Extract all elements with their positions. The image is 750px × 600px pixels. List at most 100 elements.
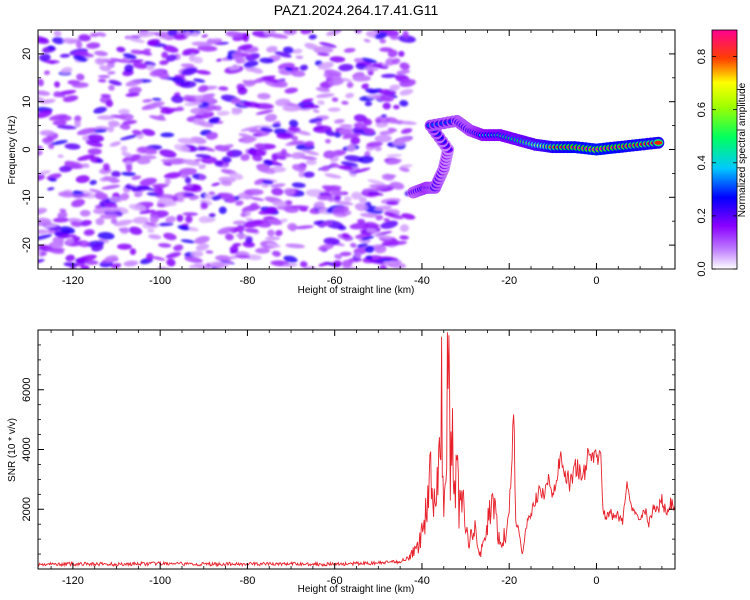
- noise-blob: [119, 192, 130, 201]
- noise-blob: [64, 143, 81, 150]
- noise-blob: [375, 214, 384, 221]
- x-tick-label: -60: [327, 575, 343, 587]
- noise-blob: [57, 211, 68, 219]
- noise-blob: [338, 63, 354, 72]
- x-tick-label: -20: [501, 275, 517, 287]
- noise-blob: [384, 211, 396, 217]
- noise-blob: [142, 99, 153, 103]
- noise-blob: [156, 203, 165, 208]
- noise-blob: [379, 130, 394, 135]
- noise-blob: [126, 37, 145, 43]
- noise-blob: [267, 218, 283, 226]
- noise-blob: [343, 47, 356, 53]
- x-tick-label: -40: [414, 275, 430, 287]
- noise-blob: [128, 203, 147, 212]
- noise-blob: [399, 224, 409, 232]
- noise-blob: [146, 252, 154, 261]
- noise-blob: [51, 140, 68, 146]
- noise-blob: [240, 153, 250, 161]
- noise-blob: [374, 230, 393, 237]
- noise-blob: [38, 217, 52, 226]
- noise-blob: [198, 164, 207, 170]
- noise-blob: [193, 78, 206, 83]
- noise-blob: [386, 158, 402, 165]
- noise-blob: [109, 197, 123, 203]
- x-tick-label: -120: [62, 275, 84, 287]
- noise-blob: [327, 78, 345, 86]
- y-tick-label: -10: [21, 189, 33, 205]
- y-tick-label: 10: [21, 96, 33, 108]
- noise-blob: [110, 263, 122, 269]
- noise-blob: [226, 152, 234, 156]
- noise-blob: [198, 216, 211, 224]
- noise-blob: [195, 243, 209, 251]
- noise-blob: [136, 158, 151, 165]
- noise-blob: [118, 113, 134, 121]
- noise-blob: [265, 236, 281, 241]
- snr-x-axis-label: Height of straight line (km): [298, 584, 415, 595]
- noise-blob: [338, 127, 355, 135]
- noise-blob: [275, 98, 291, 107]
- noise-blob: [139, 177, 157, 186]
- noise-blob: [197, 85, 209, 93]
- noise-blob: [205, 104, 217, 112]
- noise-blob: [200, 202, 209, 209]
- noise-blob: [361, 57, 378, 64]
- noise-blob: [144, 61, 156, 67]
- noise-blob: [369, 184, 389, 189]
- noise-blob: [385, 117, 399, 124]
- noise-blob: [107, 71, 116, 75]
- noise-blob: [399, 235, 409, 240]
- noise-blob: [184, 30, 192, 37]
- noise-blob: [245, 254, 262, 261]
- noise-blob: [116, 46, 126, 53]
- noise-blob: [125, 79, 143, 87]
- noise-blob: [89, 32, 100, 38]
- noise-blob: [349, 222, 370, 230]
- noise-blob: [38, 53, 51, 62]
- noise-blob: [264, 113, 278, 122]
- noise-blob: [387, 127, 398, 132]
- noise-blob: [325, 151, 338, 157]
- noise-blob: [380, 114, 387, 118]
- noise-blob: [282, 263, 298, 267]
- noise-blob: [359, 196, 367, 204]
- noise-blob: [94, 192, 108, 200]
- noise-blob: [224, 195, 236, 203]
- noise-blob: [339, 251, 352, 257]
- x-tick-label: 0: [593, 275, 599, 287]
- noise-blob: [47, 187, 55, 191]
- noise-blob: [38, 207, 48, 216]
- noise-blob: [290, 70, 306, 77]
- noise-blob: [205, 250, 214, 254]
- noise-blob: [201, 156, 218, 164]
- noise-blob: [386, 200, 399, 206]
- noise-blob: [176, 214, 184, 222]
- noise-blob: [243, 101, 261, 108]
- noise-blob: [182, 159, 201, 166]
- noise-blob: [379, 38, 387, 44]
- noise-blob: [106, 62, 115, 68]
- noise-blob: [132, 62, 148, 69]
- noise-blob: [232, 242, 242, 247]
- noise-blob: [255, 109, 274, 115]
- noise-blob: [331, 97, 339, 102]
- noise-blob: [382, 102, 391, 110]
- noise-blob: [143, 48, 151, 53]
- noise-blob: [159, 149, 177, 158]
- noise-blob: [283, 30, 297, 35]
- noise-blob: [359, 212, 379, 218]
- noise-blob: [363, 38, 371, 43]
- x-tick-label: -80: [239, 275, 255, 287]
- noise-blob: [313, 46, 334, 54]
- noise-blob: [301, 149, 320, 156]
- noise-blob: [96, 115, 116, 120]
- noise-blob: [280, 218, 288, 223]
- x-tick-label: -80: [239, 575, 255, 587]
- noise-blob: [302, 104, 320, 109]
- noise-blob: [350, 136, 361, 145]
- noise-blob: [221, 156, 232, 163]
- noise-blob: [158, 222, 174, 227]
- noise-blob: [399, 100, 409, 107]
- spectrogram-x-ticks: -120 -100 -80 -60 -40 -20 0: [50, 30, 663, 287]
